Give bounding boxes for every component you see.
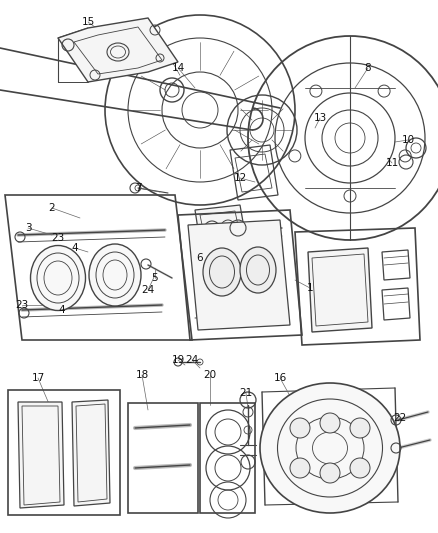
Polygon shape xyxy=(188,220,290,330)
Polygon shape xyxy=(72,400,110,506)
Text: 11: 11 xyxy=(385,158,399,168)
Bar xyxy=(128,403,198,513)
Text: 6: 6 xyxy=(197,253,203,263)
Text: 12: 12 xyxy=(233,173,247,183)
Ellipse shape xyxy=(89,244,141,306)
Text: 16: 16 xyxy=(273,373,286,383)
Polygon shape xyxy=(195,205,248,255)
Circle shape xyxy=(320,413,340,433)
Text: 14: 14 xyxy=(171,63,185,73)
Ellipse shape xyxy=(260,383,400,513)
Text: 23: 23 xyxy=(15,300,28,310)
Text: 8: 8 xyxy=(365,63,371,73)
Text: 15: 15 xyxy=(81,17,95,27)
Text: 18: 18 xyxy=(135,370,148,380)
Circle shape xyxy=(290,458,310,478)
Bar xyxy=(8,390,120,515)
Circle shape xyxy=(320,463,340,483)
Text: 23: 23 xyxy=(51,233,65,243)
Text: 17: 17 xyxy=(32,373,45,383)
Text: 10: 10 xyxy=(402,135,414,145)
Text: 24: 24 xyxy=(185,355,198,365)
Ellipse shape xyxy=(240,247,276,293)
Text: 2: 2 xyxy=(49,203,55,213)
Bar xyxy=(200,403,255,513)
Text: 19: 19 xyxy=(171,355,185,365)
Polygon shape xyxy=(18,402,64,508)
Text: 5: 5 xyxy=(152,273,158,283)
Text: 24: 24 xyxy=(141,285,155,295)
Text: 1: 1 xyxy=(307,283,313,293)
Ellipse shape xyxy=(31,246,85,311)
Circle shape xyxy=(290,418,310,438)
Text: 13: 13 xyxy=(313,113,327,123)
Text: 4: 4 xyxy=(72,243,78,253)
Circle shape xyxy=(350,458,370,478)
Ellipse shape xyxy=(203,248,241,296)
Text: 20: 20 xyxy=(203,370,216,380)
Text: 22: 22 xyxy=(393,413,406,423)
Text: 4: 4 xyxy=(59,305,65,315)
Polygon shape xyxy=(58,18,178,82)
Circle shape xyxy=(350,418,370,438)
Text: 21: 21 xyxy=(240,388,253,398)
Text: 3: 3 xyxy=(25,223,31,233)
Polygon shape xyxy=(308,248,372,332)
Text: 7: 7 xyxy=(135,183,141,193)
